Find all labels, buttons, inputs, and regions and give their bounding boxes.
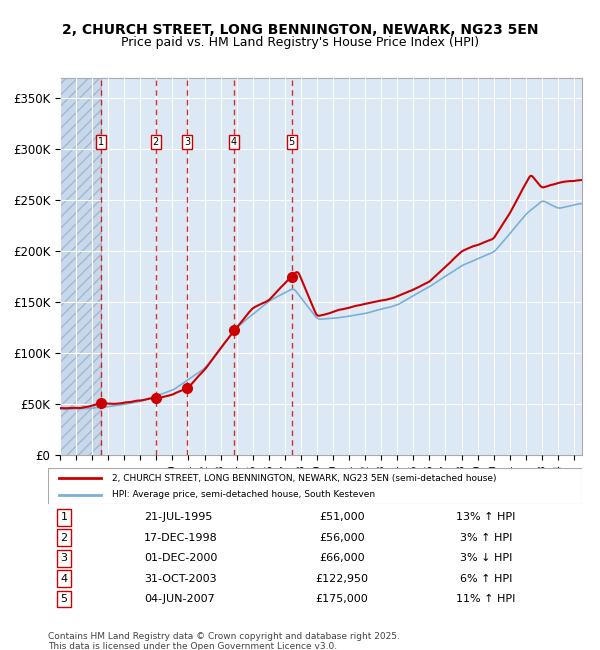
Text: 01-DEC-2000: 01-DEC-2000 — [144, 553, 217, 563]
Text: 5: 5 — [289, 137, 295, 147]
Line: 2, CHURCH STREET, LONG BENNINGTON, NEWARK, NG23 5EN (semi-detached house): 2, CHURCH STREET, LONG BENNINGTON, NEWAR… — [60, 176, 582, 408]
HPI: Average price, semi-detached house, South Kesteven: (2.02e+03, 1.87e+05): Average price, semi-detached house, Sout… — [460, 261, 467, 268]
Text: 17-DEC-1998: 17-DEC-1998 — [144, 533, 218, 543]
Text: 1: 1 — [61, 512, 68, 522]
Text: £122,950: £122,950 — [315, 574, 368, 584]
Text: 2, CHURCH STREET, LONG BENNINGTON, NEWARK, NG23 5EN (semi-detached house): 2, CHURCH STREET, LONG BENNINGTON, NEWAR… — [112, 473, 497, 482]
HPI: Average price, semi-detached house, South Kesteven: (2.02e+03, 1.67e+05): Average price, semi-detached house, Sout… — [428, 281, 436, 289]
2, CHURCH STREET, LONG BENNINGTON, NEWARK, NG23 5EN (semi-detached house) — [578, 176, 586, 184]
Text: HPI: Average price, semi-detached house, South Kesteven: HPI: Average price, semi-detached house,… — [112, 490, 375, 499]
HPI: Average price, semi-detached house, South Kesteven: (1.99e+03, 4.5e+04): Average price, semi-detached house, Sout… — [58, 405, 65, 413]
HPI: Average price, semi-detached house, South Kesteven: (2.02e+03, 1.79e+05): Average price, semi-detached house, Sout… — [448, 268, 455, 276]
Text: 11% ↑ HPI: 11% ↑ HPI — [456, 594, 515, 604]
Text: 2, CHURCH STREET, LONG BENNINGTON, NEWARK, NG23 5EN: 2, CHURCH STREET, LONG BENNINGTON, NEWAR… — [62, 23, 538, 37]
Text: 1: 1 — [98, 137, 104, 147]
Text: 6% ↑ HPI: 6% ↑ HPI — [460, 574, 512, 584]
HPI: Average price, semi-detached house, South Kesteven: (2e+03, 4.95e+04): Average price, semi-detached house, Sout… — [119, 400, 127, 408]
HPI: Average price, semi-detached house, South Kesteven: (1.99e+03, 4.5e+04): Average price, semi-detached house, Sout… — [56, 405, 64, 413]
FancyBboxPatch shape — [48, 468, 582, 504]
HPI: Average price, semi-detached house, South Kesteven: (2.01e+03, 1.55e+05): Average price, semi-detached house, Sout… — [408, 292, 415, 300]
2, CHURCH STREET, LONG BENNINGTON, NEWARK, NG23 5EN (semi-detached house) — [460, 246, 467, 254]
Text: 5: 5 — [61, 594, 68, 604]
2, CHURCH STREET, LONG BENNINGTON, NEWARK, NG23 5EN (semi-detached house) — [527, 172, 535, 179]
Text: 21-JUL-1995: 21-JUL-1995 — [144, 512, 212, 522]
Line: HPI: Average price, semi-detached house, South Kesteven: HPI: Average price, semi-detached house,… — [60, 202, 582, 409]
Text: 3: 3 — [184, 137, 190, 147]
Text: This data is licensed under the Open Government Licence v3.0.: This data is licensed under the Open Gov… — [48, 642, 337, 650]
Text: 2: 2 — [61, 533, 68, 543]
2, CHURCH STREET, LONG BENNINGTON, NEWARK, NG23 5EN (semi-detached house) — [487, 236, 494, 244]
Text: £175,000: £175,000 — [316, 594, 368, 604]
2, CHURCH STREET, LONG BENNINGTON, NEWARK, NG23 5EN (semi-detached house) — [448, 257, 455, 265]
Text: 3% ↑ HPI: 3% ↑ HPI — [460, 533, 512, 543]
2, CHURCH STREET, LONG BENNINGTON, NEWARK, NG23 5EN (semi-detached house) — [56, 404, 64, 412]
Text: Price paid vs. HM Land Registry's House Price Index (HPI): Price paid vs. HM Land Registry's House … — [121, 36, 479, 49]
Text: 04-JUN-2007: 04-JUN-2007 — [144, 594, 215, 604]
Text: £66,000: £66,000 — [319, 553, 365, 563]
2, CHURCH STREET, LONG BENNINGTON, NEWARK, NG23 5EN (semi-detached house) — [119, 399, 127, 407]
Text: 2: 2 — [152, 137, 159, 147]
2, CHURCH STREET, LONG BENNINGTON, NEWARK, NG23 5EN (semi-detached house) — [62, 404, 69, 412]
Text: 3: 3 — [61, 553, 68, 563]
Text: 3% ↓ HPI: 3% ↓ HPI — [460, 553, 512, 563]
Text: 13% ↑ HPI: 13% ↑ HPI — [456, 512, 515, 522]
HPI: Average price, semi-detached house, South Kesteven: (2.02e+03, 2.49e+05): Average price, semi-detached house, Sout… — [539, 198, 547, 205]
Text: £56,000: £56,000 — [319, 533, 365, 543]
Text: £51,000: £51,000 — [319, 512, 365, 522]
Text: 4: 4 — [231, 137, 237, 147]
2, CHURCH STREET, LONG BENNINGTON, NEWARK, NG23 5EN (semi-detached house) — [408, 287, 415, 294]
Text: 31-OCT-2003: 31-OCT-2003 — [144, 574, 217, 584]
Text: Contains HM Land Registry data © Crown copyright and database right 2025.: Contains HM Land Registry data © Crown c… — [48, 632, 400, 641]
Bar — [60, 78, 101, 455]
2, CHURCH STREET, LONG BENNINGTON, NEWARK, NG23 5EN (semi-detached house) — [428, 276, 436, 283]
Text: 4: 4 — [61, 574, 68, 584]
HPI: Average price, semi-detached house, South Kesteven: (2.02e+03, 1.98e+05): Average price, semi-detached house, Sout… — [487, 250, 494, 257]
HPI: Average price, semi-detached house, South Kesteven: (2.03e+03, 2.47e+05): Average price, semi-detached house, Sout… — [578, 200, 586, 207]
